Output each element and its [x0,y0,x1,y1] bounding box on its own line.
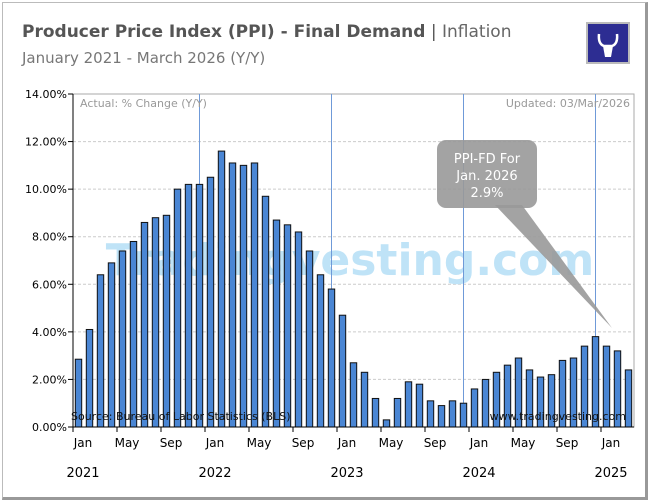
bar-nov-2022 [316,274,325,428]
bar-jun-2021 [129,240,138,428]
x-tick-label: Sep [556,436,579,450]
bar-jan-2024 [470,388,479,428]
bar-aug-2021 [151,217,160,428]
bar-jun-2022 [261,195,270,428]
bar-mar-2022 [228,162,237,428]
bar-oct-2022 [305,250,314,428]
bar-jul-2022 [272,219,281,428]
y-tick-label: 0.00% [32,421,67,434]
bar-jan-2023 [338,314,347,428]
top-left-note: Actual: % Change (Y/Y) [80,97,207,110]
y-tick-label: 12.00% [25,136,67,149]
bar-sep-2023 [426,400,435,428]
x-tick-label: May [247,436,272,450]
bar-dec-2023 [459,402,468,428]
bar-dec-2021 [195,183,204,428]
bar-apr-2023 [371,397,380,428]
chart-title: Producer Price Index (PPI) - Final Deman… [22,22,511,42]
bull-head-icon [597,33,619,57]
bar-mar-2023 [360,371,369,428]
x-tick-label: May [115,436,140,450]
bar-jul-2021 [140,221,149,428]
bar-oct-2023 [437,405,446,428]
bar-nov-2023 [448,400,457,428]
x-tick-label: Sep [424,436,447,450]
title-main: Producer Price Index (PPI) - Final Deman… [22,22,426,42]
source-note: Source: Bureau of Labor Statistics (BLS) [71,410,290,423]
bar-may-2022 [250,162,259,428]
year-label: 2021 [66,466,99,481]
tooltip-line: Jan. 2026 [455,169,517,184]
y-tick-label: 2.00% [32,373,67,386]
year-label: 2025 [594,466,627,481]
website-note: www.tradingvesting.com [490,410,626,423]
bar-aug-2022 [283,224,292,428]
bar-mar-2021 [96,274,105,428]
x-tick-label: May [379,436,404,450]
bar-apr-2022 [239,164,248,428]
bar-sep-2022 [294,231,303,428]
y-tick-label: 14.00% [25,88,67,101]
bar-jul-2023 [404,381,413,428]
y-tick-label: 10.00% [25,183,67,196]
bar-mar-2025 [624,369,633,428]
bar-jun-2023 [393,397,402,428]
title-category: Inflation [442,22,512,42]
year-label: 2024 [462,466,495,481]
x-tick-label: Jan [601,436,621,450]
title-separator: | [425,22,442,42]
bar-dec-2022 [327,288,336,428]
y-tick-label: 4.00% [32,326,67,339]
bar-sep-2021 [162,214,171,428]
bar-apr-2021 [107,262,116,428]
x-tick-label: Jan [469,436,489,450]
bar-may-2021 [118,250,127,428]
x-tick-label: Sep [292,436,315,450]
y-tick-label: 8.00% [32,231,67,244]
bar-jan-2022 [206,176,215,428]
bar-aug-2023 [415,383,424,428]
tooltip-line: 2.9% [470,186,503,201]
x-tick-label: Jan [337,436,357,450]
year-label: 2023 [330,466,363,481]
x-tick-label: Jan [205,436,225,450]
x-tick-label: Jan [73,436,93,450]
year-label: 2022 [198,466,231,481]
chart-subtitle: January 2021 - March 2026 (Y/Y) [22,49,266,67]
bar-may-2023 [382,419,391,428]
bar-feb-2023 [349,362,358,428]
bar-feb-2024 [481,378,490,428]
bar-oct-2021 [173,188,182,428]
y-tick-label: 6.00% [32,278,67,291]
updated-note: Updated: 03/Mar/2026 [506,97,630,110]
tooltip-pointer [495,205,612,328]
tooltip-box [437,140,537,208]
logo[interactable] [586,22,630,64]
x-tick-label: Sep [160,436,183,450]
tooltip-line: PPI-FD For [454,152,521,167]
x-tick-label: May [511,436,536,450]
bar-nov-2021 [184,183,193,428]
bar-feb-2022 [217,150,226,428]
